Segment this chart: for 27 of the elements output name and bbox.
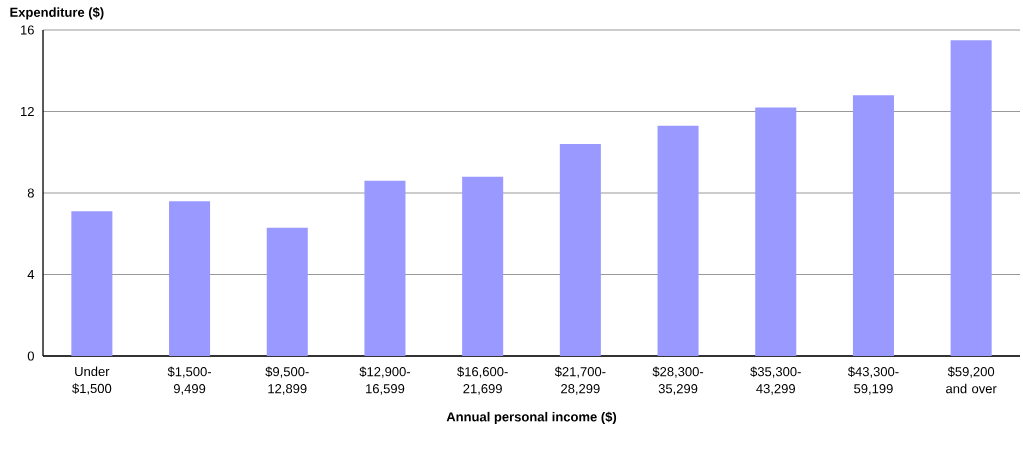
- x-tick-label: $43,300-59,199: [847, 366, 899, 395]
- x-axis-title: Annual personal income ($): [446, 411, 617, 425]
- x-tick-label: $35,300-43,299: [750, 366, 801, 395]
- x-tick-label: $9,500-12,899: [265, 366, 309, 395]
- x-tick-label: $16,600-21,699: [457, 366, 508, 395]
- x-tick-label: $59,200 and over: [946, 366, 997, 394]
- bar: [657, 125, 699, 356]
- y-tick-label: 4: [27, 270, 35, 279]
- bar: [266, 227, 308, 356]
- bar: [852, 95, 894, 356]
- bar: [559, 144, 601, 356]
- bar: [364, 180, 406, 356]
- bar: [462, 176, 504, 356]
- y-tick-label: 0: [27, 351, 34, 361]
- x-tick-label: $1,500-9,499: [167, 366, 212, 395]
- x-tick-label: $28,300-35,299: [652, 366, 704, 395]
- x-tick-label: $12,900-16,599: [359, 366, 411, 395]
- x-tick-label: $21,700-28,299: [554, 366, 606, 395]
- bar: [755, 107, 797, 356]
- y-axis-title: Expenditure ($): [10, 7, 104, 20]
- y-tick-label: 16: [21, 25, 34, 35]
- y-tick-label: 8: [27, 188, 34, 198]
- bar: [169, 201, 211, 356]
- y-tick-label: 12: [21, 106, 34, 117]
- bar: [950, 40, 992, 356]
- x-tick-label: Under $1,500: [72, 366, 112, 395]
- bar: [71, 211, 113, 356]
